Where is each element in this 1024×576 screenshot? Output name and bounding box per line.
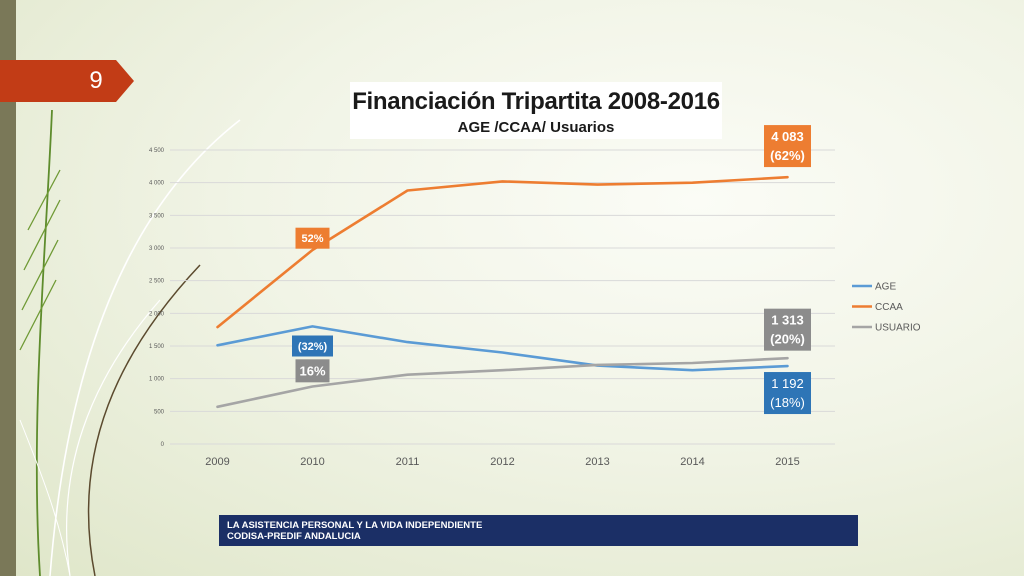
data-label: 1 192	[771, 376, 804, 391]
page-number: 9	[89, 67, 103, 94]
y-tick-label: 3 500	[149, 213, 165, 219]
x-tick-label: 2009	[205, 456, 229, 468]
data-label-box	[764, 308, 811, 351]
decorative-leaf-lines	[19, 109, 241, 576]
x-tick-label: 2011	[396, 456, 420, 468]
data-label: (18%)	[770, 395, 805, 410]
legend-label-ccaa: CCAA	[875, 302, 903, 313]
y-tick-label: 4 000	[149, 181, 165, 187]
x-tick-label: 2014	[680, 456, 704, 468]
data-label-box	[295, 359, 330, 383]
y-tick-label: 4 500	[149, 148, 165, 154]
footer-line-1: LA ASISTENCIA PERSONAL Y LA VIDA INDEPEN…	[227, 520, 483, 531]
y-tick-label: 1 000	[149, 377, 165, 383]
data-label: (32%)	[298, 341, 328, 353]
chart-title: Financiación Tripartita 2008-2016	[352, 88, 720, 115]
x-tick-label: 2013	[585, 456, 609, 468]
series-line-ccaa	[216, 175, 789, 329]
data-label: (62%)	[770, 148, 805, 163]
legend-label-usuario: USUARIO	[875, 323, 921, 334]
data-label-box	[295, 227, 330, 249]
data-label-box	[764, 372, 811, 415]
y-tick-label: 500	[154, 409, 165, 415]
chart-title-box: Financiación Tripartita 2008-2016 AGE /C…	[350, 82, 722, 139]
left-accent-bar	[0, 0, 16, 576]
y-tick-label: 3 000	[149, 246, 165, 252]
y-tick-label: 0	[161, 442, 165, 448]
page-number-tab	[0, 60, 134, 102]
data-label: (20%)	[770, 332, 805, 347]
y-tick-label: 1 500	[149, 344, 165, 350]
data-label-box	[292, 335, 333, 357]
series-line-age	[216, 325, 789, 372]
x-tick-label: 2010	[300, 456, 324, 468]
data-label: 4 083	[771, 129, 804, 144]
data-label-box	[764, 125, 811, 168]
series-line-usuario	[216, 356, 789, 409]
data-label: 16%	[299, 363, 325, 378]
legend-label-age: AGE	[875, 282, 896, 293]
y-tick-label: 2 000	[149, 311, 165, 317]
y-tick-label: 2 500	[149, 279, 165, 285]
chart-subtitle: AGE /CCAA/ Usuarios	[457, 119, 615, 136]
footer-line-2: CODISA-PREDIF ANDALUCIA	[227, 531, 361, 542]
data-label: 1 313	[771, 313, 804, 328]
x-tick-label: 2012	[490, 456, 514, 468]
x-tick-label: 2015	[775, 456, 799, 468]
footer-banner: LA ASISTENCIA PERSONAL Y LA VIDA INDEPEN…	[219, 515, 858, 546]
data-label: 52%	[301, 233, 323, 245]
